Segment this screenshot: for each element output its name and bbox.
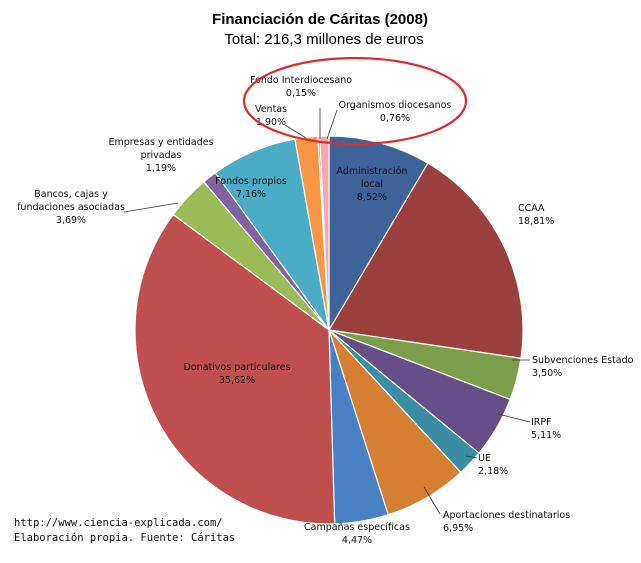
footer-source: Elaboración propia. Fuente: Cáritas — [14, 532, 236, 544]
slice-label: Administración local 8,52% — [336, 166, 407, 203]
slice-label: Empresas y entidades privadas 1,19% — [108, 137, 213, 174]
leader-line — [326, 109, 338, 140]
pie-slices — [134, 135, 524, 525]
chart-title: Financiación de Cáritas (2008) — [212, 11, 428, 28]
leader-line — [123, 202, 179, 213]
leader-lines — [123, 108, 531, 515]
slice-label: Fondos propios 7,16% — [215, 176, 287, 200]
highlight-ellipse — [242, 56, 468, 146]
slice-label: Campañas específicas 4,47% — [304, 522, 410, 546]
leader-line — [284, 124, 307, 139]
slice-label: Bancos, cajas y fundaciones asociadas 3,69… — [17, 189, 125, 226]
slice-label: Aportaciones destinatarios 6,95% — [443, 510, 570, 534]
pie-slice — [134, 213, 336, 525]
leader-line — [497, 413, 531, 423]
slice-label: Subvenciones Estado 3,50% — [532, 355, 634, 379]
footer-url: http://www.ciencia-explicada.com/ — [14, 517, 223, 529]
slice-label: UE 2,18% — [478, 453, 508, 477]
leader-line — [465, 455, 478, 459]
slice-label: Ventas 1,90% — [255, 104, 287, 128]
slice-label: Donativos particulares 35,62% — [183, 362, 290, 386]
slice-label: CCAA 18,81% — [518, 203, 554, 227]
leader-line — [423, 486, 441, 515]
chart-subtitle: Total: 216,3 millones de euros — [224, 31, 423, 48]
slice-label: IRPF 5,11% — [531, 417, 561, 441]
slice-label: Organismos diocesanos 0,76% — [339, 100, 452, 124]
pie-slice — [328, 162, 524, 359]
slice-label: Fondo Interdiocesano 0,15% — [250, 75, 352, 99]
slice-labels: Administración local 8,52% CCAA 18,81% Subven… — [17, 75, 634, 546]
